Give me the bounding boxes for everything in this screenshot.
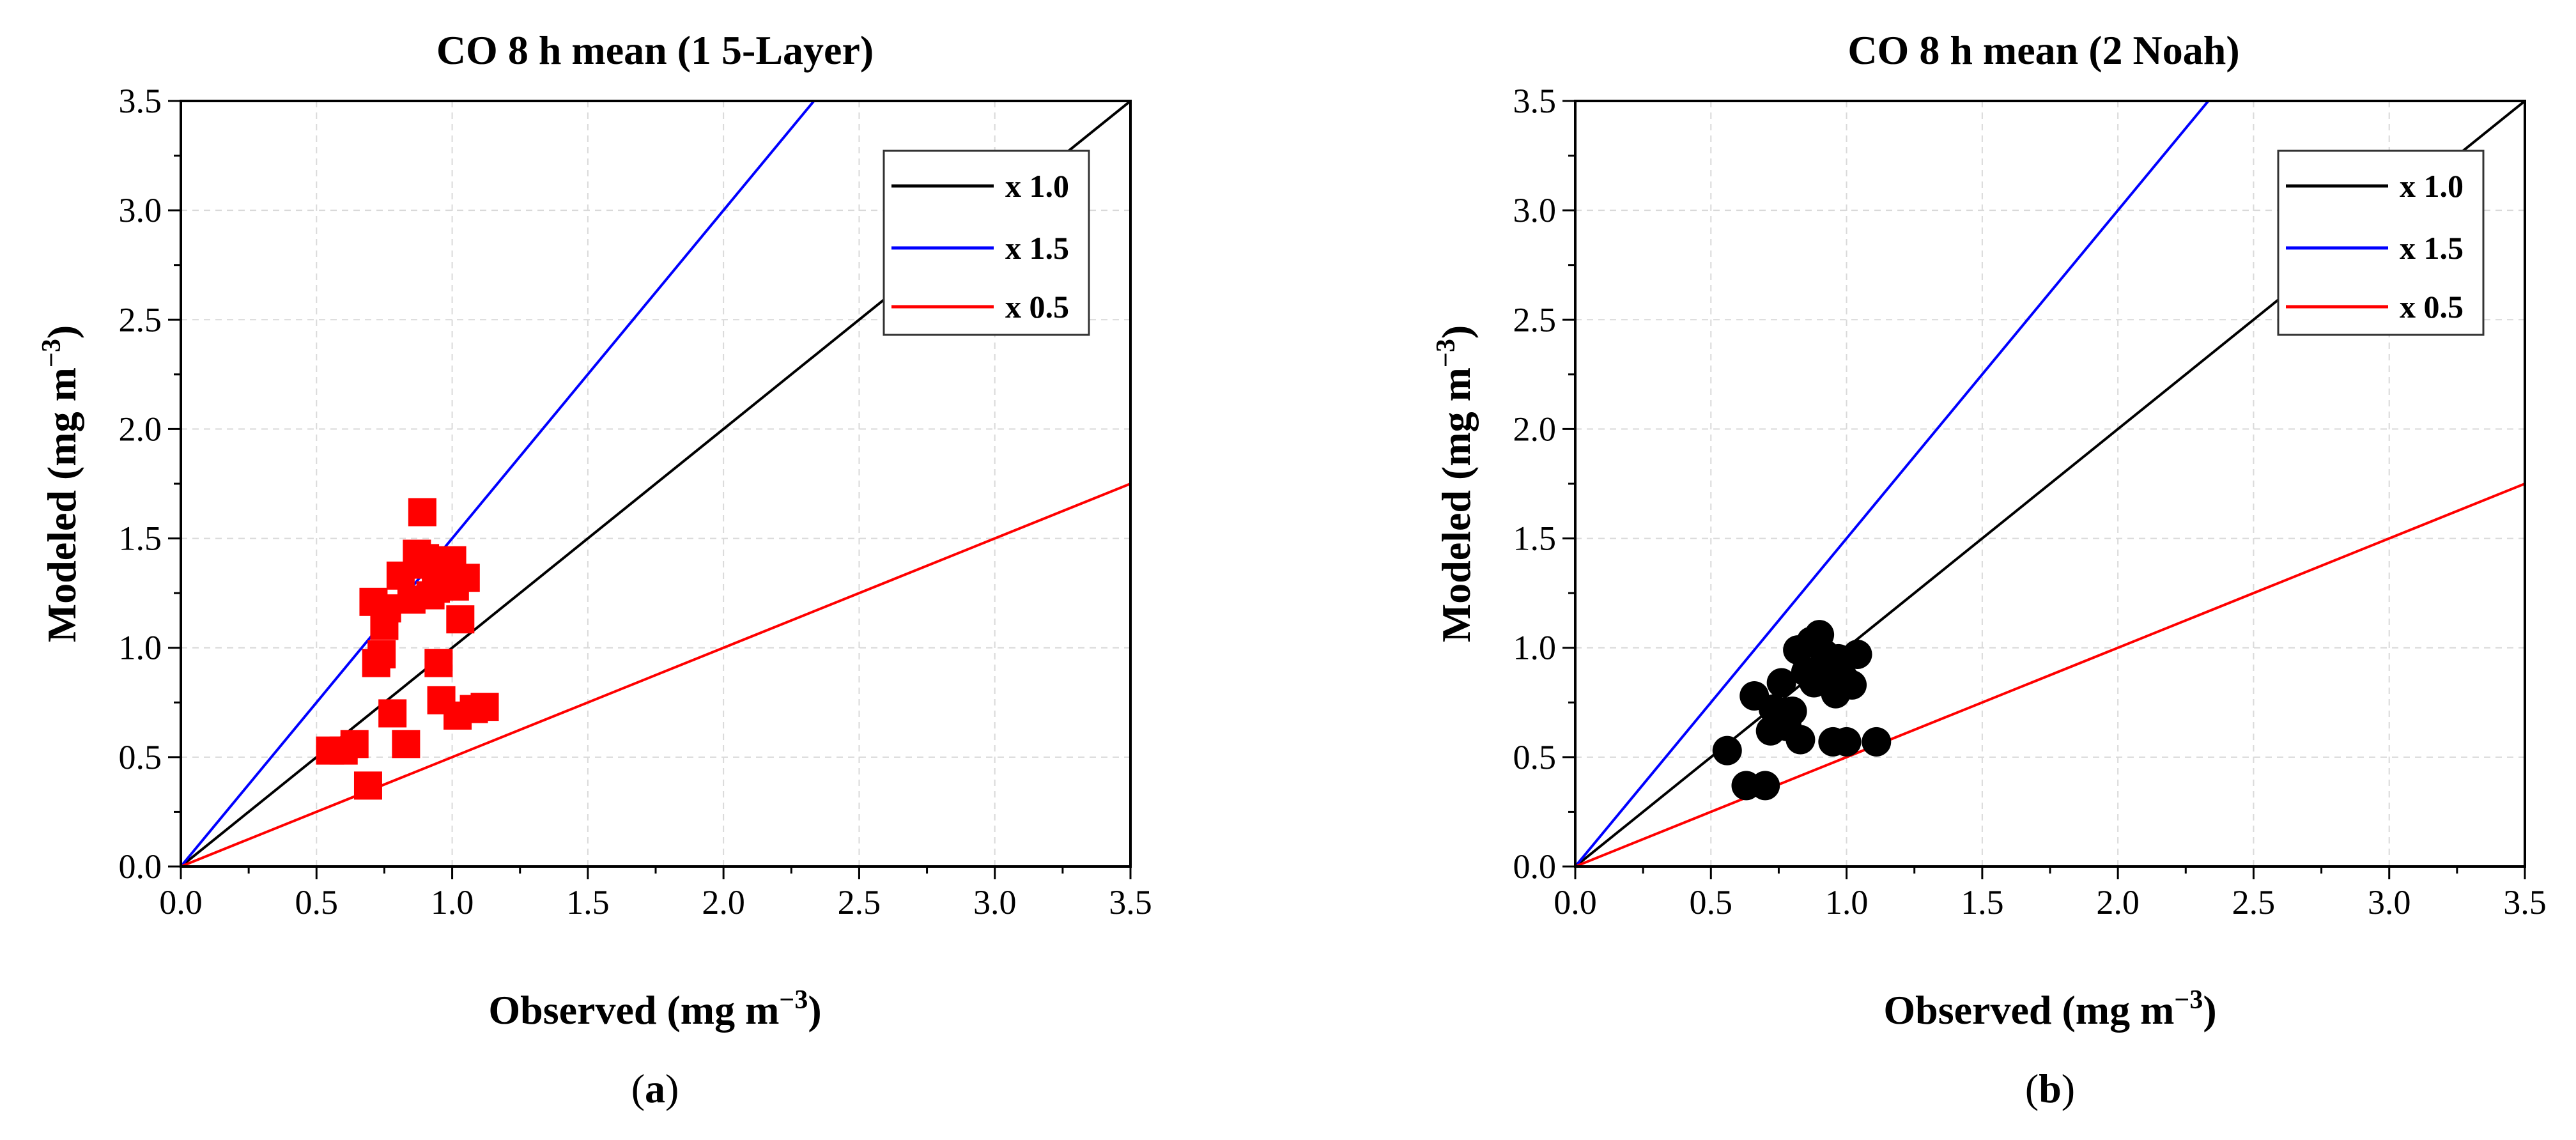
axis-ticks-a: 0.0 0.5 1.0 1.5 2.0 2.5 3.0 3.5 0.0 0.5 1.0 1.5 2.0 2… <box>119 82 1152 921</box>
data-points-b <box>1712 620 1892 801</box>
data-point-a-11 <box>392 730 420 759</box>
y-tick-label-b-2: 1.0 <box>1513 629 1557 667</box>
y-tick-label-a-1: 0.5 <box>119 738 162 776</box>
x-tick-label-b-7: 3.5 <box>2503 883 2547 921</box>
x-tick-label-a-7: 3.5 <box>1109 883 1152 921</box>
x-tick-label-a-6: 3.0 <box>973 883 1017 921</box>
data-point-b-3 <box>1750 771 1780 801</box>
panel-label-a: (a) <box>631 1066 679 1111</box>
x-tick-label-a-3: 1.5 <box>566 883 610 921</box>
y-tick-label-a-2: 1.0 <box>119 629 162 667</box>
x-axis-label-a: Observed (mg m−3) <box>488 985 821 1033</box>
data-point-b-6 <box>1766 668 1796 698</box>
legend-label-b-2: x 0.5 <box>2400 289 2464 325</box>
legend-a: x 1.0 x 1.5 x 0.5 <box>883 150 1090 336</box>
data-point-b-0 <box>1712 736 1742 766</box>
y-axis-label-a: Modeled (mg m−3) <box>37 325 84 642</box>
y-tick-label-b-0: 0.0 <box>1513 847 1557 886</box>
reference-line-b-2 <box>1575 482 2525 867</box>
chart-title-b: CO 8 h mean (2 Noah) <box>1847 27 2239 73</box>
data-point-b-8 <box>1777 696 1807 726</box>
reference-line-a-2 <box>181 482 1130 867</box>
y-tick-label-a-3: 1.5 <box>119 520 162 558</box>
data-point-a-6 <box>367 640 396 668</box>
data-point-a-26 <box>451 564 480 592</box>
y-tick-label-b-6: 3.0 <box>1513 191 1557 229</box>
legend-label-a-2: x 0.5 <box>1005 289 1069 325</box>
data-point-b-23 <box>1837 670 1867 700</box>
reference-line-b-1 <box>1575 101 2210 867</box>
x-tick-label-a-4: 2.0 <box>702 883 745 921</box>
chart-title-a: CO 8 h mean (1 5-Layer) <box>436 27 874 73</box>
y-tick-label-a-4: 2.0 <box>119 410 162 448</box>
y-tick-label-b-3: 1.5 <box>1513 520 1557 558</box>
x-tick-label-b-2: 1.0 <box>1825 883 1869 921</box>
y-tick-label-b-5: 2.5 <box>1513 300 1557 339</box>
data-point-a-9 <box>378 699 407 728</box>
x-tick-label-b-6: 3.0 <box>2368 883 2411 921</box>
panel-label-b: (b) <box>2025 1066 2075 1111</box>
y-tick-label-a-6: 3.0 <box>119 191 162 229</box>
data-point-b-10 <box>1785 725 1816 755</box>
legend-label-a-0: x 1.0 <box>1005 168 1069 204</box>
data-points-a <box>316 498 499 800</box>
x-tick-label-b-4: 2.0 <box>2096 883 2140 921</box>
data-point-b-24 <box>1842 639 1872 669</box>
x-tick-label-a-5: 2.5 <box>838 883 881 921</box>
legend-box-a <box>883 150 1090 336</box>
x-tick-label-b-5: 2.5 <box>2232 883 2276 921</box>
legend-label-b-0: x 1.0 <box>2400 168 2464 204</box>
x-tick-label-a-0: 0.0 <box>159 883 203 921</box>
panel-b: CO 8 h mean (2 Noah) 0.0 0.5 1.0 1.5 2.0 2.5 3… <box>1431 27 2547 1111</box>
y-tick-label-a-7: 3.5 <box>119 82 162 120</box>
data-point-a-2 <box>340 730 369 759</box>
x-tick-label-a-2: 1.0 <box>431 883 474 921</box>
x-tick-label-b-0: 0.0 <box>1554 883 1597 921</box>
legend-label-b-1: x 1.5 <box>2400 230 2464 266</box>
reference-line-a-1 <box>181 101 816 867</box>
x-axis-label-b: Observed (mg m−3) <box>1883 985 2216 1033</box>
data-point-a-15 <box>408 498 436 527</box>
data-point-a-8 <box>373 594 401 623</box>
y-tick-label-b-4: 2.0 <box>1513 410 1557 448</box>
data-point-b-22 <box>1832 727 1862 757</box>
legend-box-b <box>2277 150 2485 336</box>
y-tick-label-a-5: 2.5 <box>119 300 162 339</box>
x-tick-label-a-1: 0.5 <box>295 883 339 921</box>
data-point-a-3 <box>353 771 382 800</box>
y-axis-label-b: Modeled (mg m−3) <box>1431 325 1479 642</box>
x-tick-label-b-3: 1.5 <box>1961 883 2004 921</box>
legend-label-a-1: x 1.5 <box>1005 230 1069 266</box>
data-point-a-19 <box>424 649 453 677</box>
y-tick-label-b-7: 3.5 <box>1513 82 1557 120</box>
x-tick-label-b-1: 0.5 <box>1690 883 1733 921</box>
data-point-b-25 <box>1862 727 1892 757</box>
y-tick-label-b-1: 0.5 <box>1513 738 1557 776</box>
reference-lines-b <box>1575 101 2525 867</box>
panel-a: CO 8 h mean (1 5-Layer) 0.0 0.5 1.0 1.5 2.0 2… <box>37 27 1152 1111</box>
y-tick-label-a-0: 0.0 <box>119 847 162 886</box>
axis-ticks-b: 0.0 0.5 1.0 1.5 2.0 2.5 3.0 3.5 0.0 0.5 1.0 1.5 2.0 2… <box>1513 82 2547 921</box>
data-point-a-25 <box>446 605 475 634</box>
legend-b: x 1.0 x 1.5 x 0.5 <box>2277 150 2485 336</box>
data-point-a-28 <box>470 693 499 721</box>
